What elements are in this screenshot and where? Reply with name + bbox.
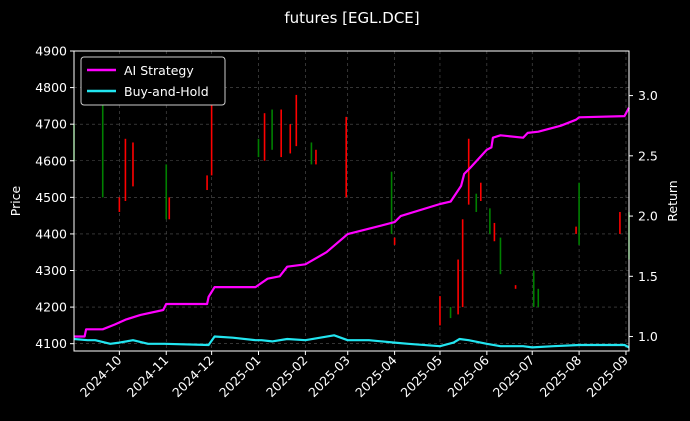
y-left-tick-label: 4500 xyxy=(35,190,67,205)
y-left-tick-label: 4800 xyxy=(35,80,67,95)
series-line-buy-and-hold xyxy=(73,334,630,349)
y-left-tick-label: 4600 xyxy=(35,153,67,168)
y-left-tick-label: 4400 xyxy=(35,226,67,241)
return-series xyxy=(73,107,630,349)
y-left-tick-label: 4200 xyxy=(35,300,67,315)
y-axis-left-label: Price xyxy=(8,185,23,216)
chart-title: futures [EGL.DCE] xyxy=(284,9,419,27)
legend-label-buy-and-hold: Buy-and-Hold xyxy=(124,84,209,99)
y-left-tick-label: 4900 xyxy=(35,44,67,59)
legend: AI Strategy Buy-and-Hold xyxy=(80,56,226,106)
y-axis-left: 4100 4200 4300 4400 4500 4600 4700 4800 4900 xyxy=(35,44,74,351)
y-left-tick-label: 4700 xyxy=(35,117,67,132)
y-left-tick-label: 4300 xyxy=(35,263,67,278)
y-right-tick-label: 2.5 xyxy=(638,148,658,163)
legend-box xyxy=(80,56,226,106)
series-line-ai-strategy xyxy=(74,107,630,338)
y-right-tick-label: 1.5 xyxy=(638,269,658,284)
y-right-tick-label: 3.0 xyxy=(638,88,658,103)
y-left-tick-label: 4100 xyxy=(35,336,67,351)
y-axis-right-label: Return xyxy=(665,180,680,221)
price-candles xyxy=(73,87,630,326)
legend-label-ai-strategy: AI Strategy xyxy=(124,63,194,78)
y-axis-right: 1.0 1.5 2.0 2.5 3.0 xyxy=(629,88,658,344)
y-right-tick-label: 2.0 xyxy=(638,209,658,224)
plot-frame xyxy=(73,50,630,352)
y-right-tick-label: 1.0 xyxy=(638,329,658,344)
